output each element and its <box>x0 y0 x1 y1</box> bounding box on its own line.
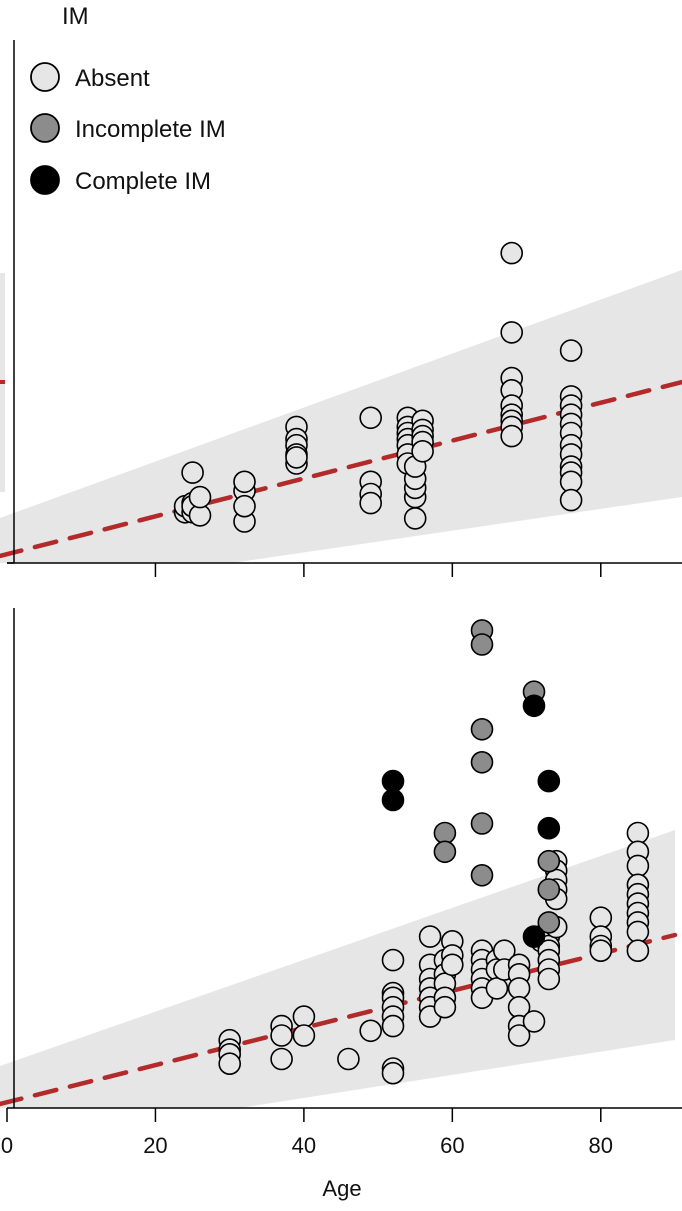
legend-marker <box>30 165 60 195</box>
data-point-incomplete-im <box>470 863 494 887</box>
data-point-absent <box>589 906 613 930</box>
data-point-absent <box>411 439 434 463</box>
data-point-absent <box>589 939 613 963</box>
legend-label: Incomplete IM <box>75 116 226 143</box>
data-point-absent <box>507 977 531 1000</box>
data-point-incomplete-im <box>537 878 561 901</box>
data-point-absent <box>181 461 204 484</box>
data-point-absent <box>522 1010 546 1033</box>
data-point-complete-im <box>381 769 405 793</box>
data-point-absent <box>285 446 308 469</box>
data-point-absent <box>626 920 650 944</box>
data-point-absent <box>440 953 464 977</box>
data-point-absent <box>337 1047 360 1071</box>
data-point-absent <box>381 1061 405 1085</box>
data-point-absent <box>418 925 442 948</box>
legend-label: Complete IM <box>75 168 211 195</box>
x-tick-label: 80 <box>589 1133 613 1158</box>
data-point-complete-im <box>537 769 561 793</box>
data-point-absent <box>218 1052 241 1075</box>
x-tick-label: 0 <box>1 1133 13 1158</box>
data-point-absent <box>292 1005 316 1028</box>
data-point-complete-im <box>522 694 546 718</box>
data-point-complete-im <box>522 925 546 948</box>
data-point-incomplete-im <box>433 821 457 845</box>
data-point-absent <box>233 494 256 518</box>
data-point-incomplete-im <box>537 911 561 934</box>
data-point-absent <box>626 854 650 878</box>
data-point-absent <box>507 1024 531 1047</box>
data-point-incomplete-im <box>470 633 494 656</box>
legend: Absent Incomplete IM Complete IM <box>30 62 226 195</box>
data-point-complete-im <box>537 816 561 840</box>
x-tick-label: 40 <box>292 1133 316 1158</box>
data-point-absent <box>270 1024 293 1047</box>
data-point-absent <box>559 339 583 362</box>
top-panel-title: IM <box>62 3 89 30</box>
legend-marker <box>30 62 60 92</box>
data-point-absent <box>485 977 509 1000</box>
data-point-absent <box>500 241 524 265</box>
data-point-absent <box>559 488 583 512</box>
confidence-band <box>0 830 675 1108</box>
data-point-absent <box>381 948 405 972</box>
data-point-incomplete-im <box>433 840 457 864</box>
top-panel <box>0 40 682 577</box>
trend-line <box>0 932 678 1107</box>
legend-marker <box>30 113 60 143</box>
data-point-absent <box>188 485 212 509</box>
data-point-absent <box>433 995 457 1019</box>
x-axis-label: Age <box>322 1176 361 1201</box>
data-point-absent <box>626 821 650 845</box>
data-point-absent <box>233 470 256 494</box>
data-point-complete-im <box>381 788 405 812</box>
data-point-incomplete-im <box>470 750 494 774</box>
data-point-absent <box>626 939 650 963</box>
data-point-incomplete-im <box>470 812 494 835</box>
data-point-absent <box>537 967 561 991</box>
data-point-absent <box>403 507 427 530</box>
x-tick-label: 60 <box>440 1133 464 1158</box>
data-point-absent <box>292 1024 316 1047</box>
data-point-absent <box>359 406 383 430</box>
data-point-absent <box>359 1019 383 1043</box>
data-point-absent <box>500 321 524 344</box>
data-point-absent <box>500 424 524 448</box>
data-point-incomplete-im <box>537 849 561 873</box>
data-point-incomplete-im <box>470 717 494 741</box>
bottom-panel: 0 20 40 60 80 <box>0 608 682 1158</box>
x-tick-label: 20 <box>143 1133 167 1158</box>
data-point-absent <box>381 1014 405 1038</box>
data-point-absent <box>359 491 383 515</box>
data-point-absent <box>270 1047 293 1071</box>
legend-label: Absent <box>75 65 150 92</box>
